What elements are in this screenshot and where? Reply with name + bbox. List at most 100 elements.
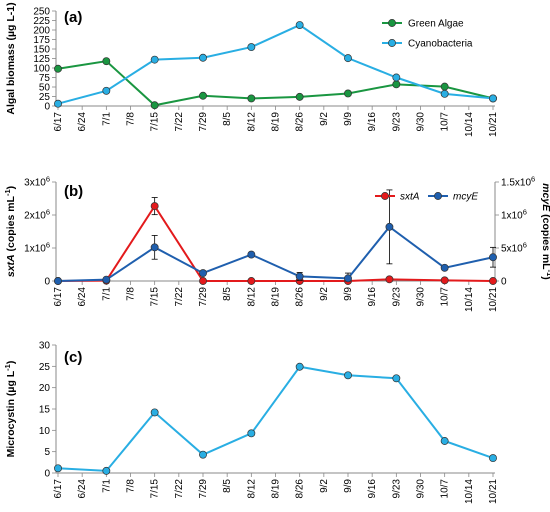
cyanobacteria-point	[102, 86, 111, 95]
mcye-point	[199, 269, 207, 278]
mcye-line	[57, 225, 494, 282]
x-tick-label: 7/15	[150, 479, 161, 499]
x-tick-label: 6/17	[53, 479, 64, 499]
green-algae-point	[344, 89, 352, 98]
y-tick-label: 2x106	[24, 208, 50, 222]
cyanobacteria-point	[440, 89, 449, 98]
x-tick-label: 7/1	[101, 479, 112, 493]
green-algae-point	[247, 94, 256, 103]
x-tick-label: 10/14	[464, 479, 475, 504]
microcystin-point	[440, 437, 449, 445]
y-tick-label: 150	[33, 45, 50, 56]
cyanobacteria-point	[199, 53, 207, 62]
y-axis-title: Algal biomass (µg L-1)	[5, 2, 17, 114]
sxta-point	[247, 277, 256, 285]
x-tick-label: 9/2	[319, 479, 330, 493]
y2-tick-label: 5x106	[501, 241, 527, 255]
x-tick-label: 9/16	[367, 287, 378, 307]
x-tick-label: 10/14	[464, 112, 475, 137]
green-algae-point	[54, 64, 62, 73]
legend-marker	[434, 192, 442, 200]
y-tick-label: 25	[39, 362, 51, 373]
x-tick-label: 10/14	[464, 287, 475, 312]
mcye-point	[295, 272, 304, 281]
x-tick-label: 7/29	[198, 287, 209, 307]
mcye-point	[385, 222, 394, 231]
y-tick-label: 75	[39, 73, 51, 84]
x-tick-label: 9/23	[391, 112, 402, 132]
green-algae-point	[392, 80, 401, 89]
sxta-point	[150, 202, 159, 211]
x-tick-label: 9/2	[319, 112, 330, 126]
microcystin-point	[102, 466, 111, 475]
y-tick-label: 125	[33, 54, 50, 65]
cyanobacteria-point	[150, 55, 159, 64]
panel-label: (b)	[64, 183, 83, 200]
x-tick-label: 7/1	[101, 287, 112, 301]
x-tick-label: 10/21	[488, 112, 499, 137]
sxta-point	[385, 275, 394, 284]
x-tick-label: 7/29	[198, 479, 209, 499]
green-algae-point	[150, 101, 159, 110]
y-axis-title: Microcystin (µg L-1)	[3, 361, 17, 458]
x-tick-label: 9/30	[416, 287, 427, 307]
y-tick-label: 225	[33, 16, 50, 27]
y-tick-label: 200	[33, 26, 50, 37]
x-tick-label: 7/15	[150, 287, 161, 307]
cyanobacteria-point	[295, 21, 304, 30]
cyanobacteria-point	[247, 43, 256, 52]
mcye-point	[344, 274, 352, 283]
x-tick-label: 8/12	[246, 287, 257, 307]
y-tick-label: 0	[44, 277, 50, 288]
x-tick-label: 10/21	[488, 287, 499, 312]
x-tick-label: 7/22	[174, 287, 185, 307]
x-tick-label: 7/8	[126, 112, 137, 126]
microcystin-line	[57, 365, 494, 472]
legend-label: Cyanobacteria	[408, 39, 473, 50]
x-tick-label: 9/9	[343, 112, 354, 126]
x-tick-label: 6/17	[53, 287, 64, 307]
x-tick-label: 8/19	[271, 479, 282, 499]
sxta-point	[489, 277, 497, 285]
x-tick-label: 8/12	[246, 112, 257, 132]
x-tick-label: 9/9	[343, 287, 354, 301]
x-tick-label: 7/8	[126, 479, 137, 493]
y2-axis-title: mcyE (copies mL-1)	[540, 183, 550, 280]
x-tick-label: 7/1	[101, 112, 112, 126]
y-tick-label: 250	[33, 7, 50, 18]
y-tick-label: 175	[33, 35, 50, 46]
y-tick-label: 3x106	[24, 175, 50, 189]
y-tick-label: 100	[33, 64, 50, 75]
x-tick-label: 8/19	[271, 287, 282, 307]
green-algae-point	[199, 91, 207, 100]
microcystin-point	[489, 454, 497, 463]
cyanobacteria-point	[54, 99, 62, 108]
y2-tick-label: 1x106	[501, 208, 527, 222]
cyanobacteria-point	[392, 73, 401, 82]
x-tick-label: 10/21	[488, 479, 499, 504]
microcystin-point	[54, 464, 62, 473]
green-algae-point	[440, 82, 449, 91]
x-tick-label: 9/16	[367, 479, 378, 499]
y-axis-title: sxtA (copies mL-1)	[3, 186, 17, 277]
x-tick-label: 6/24	[77, 479, 88, 499]
mcye-point	[102, 275, 111, 284]
y-tick-label: 0	[44, 469, 50, 480]
x-tick-label: 6/17	[53, 112, 64, 132]
cyanobacteria-line	[57, 23, 494, 105]
panel-label: (c)	[64, 349, 82, 366]
x-tick-label: 7/8	[126, 287, 137, 301]
x-tick-label: 8/5	[222, 287, 233, 301]
x-tick-label: 7/29	[198, 112, 209, 132]
x-tick-label: 9/23	[391, 479, 402, 499]
x-tick-label: 8/5	[222, 112, 233, 126]
y-tick-label: 0	[44, 102, 50, 113]
x-tick-label: 7/22	[174, 112, 185, 132]
legend-marker	[388, 19, 396, 27]
y2-tick-label: 1.5x106	[501, 175, 535, 189]
x-tick-label: 6/24	[77, 112, 88, 132]
cyanobacteria-point	[344, 54, 352, 63]
x-tick-label: 8/26	[295, 287, 306, 307]
x-tick-label: 9/30	[416, 112, 427, 132]
mcye-point	[150, 243, 159, 252]
